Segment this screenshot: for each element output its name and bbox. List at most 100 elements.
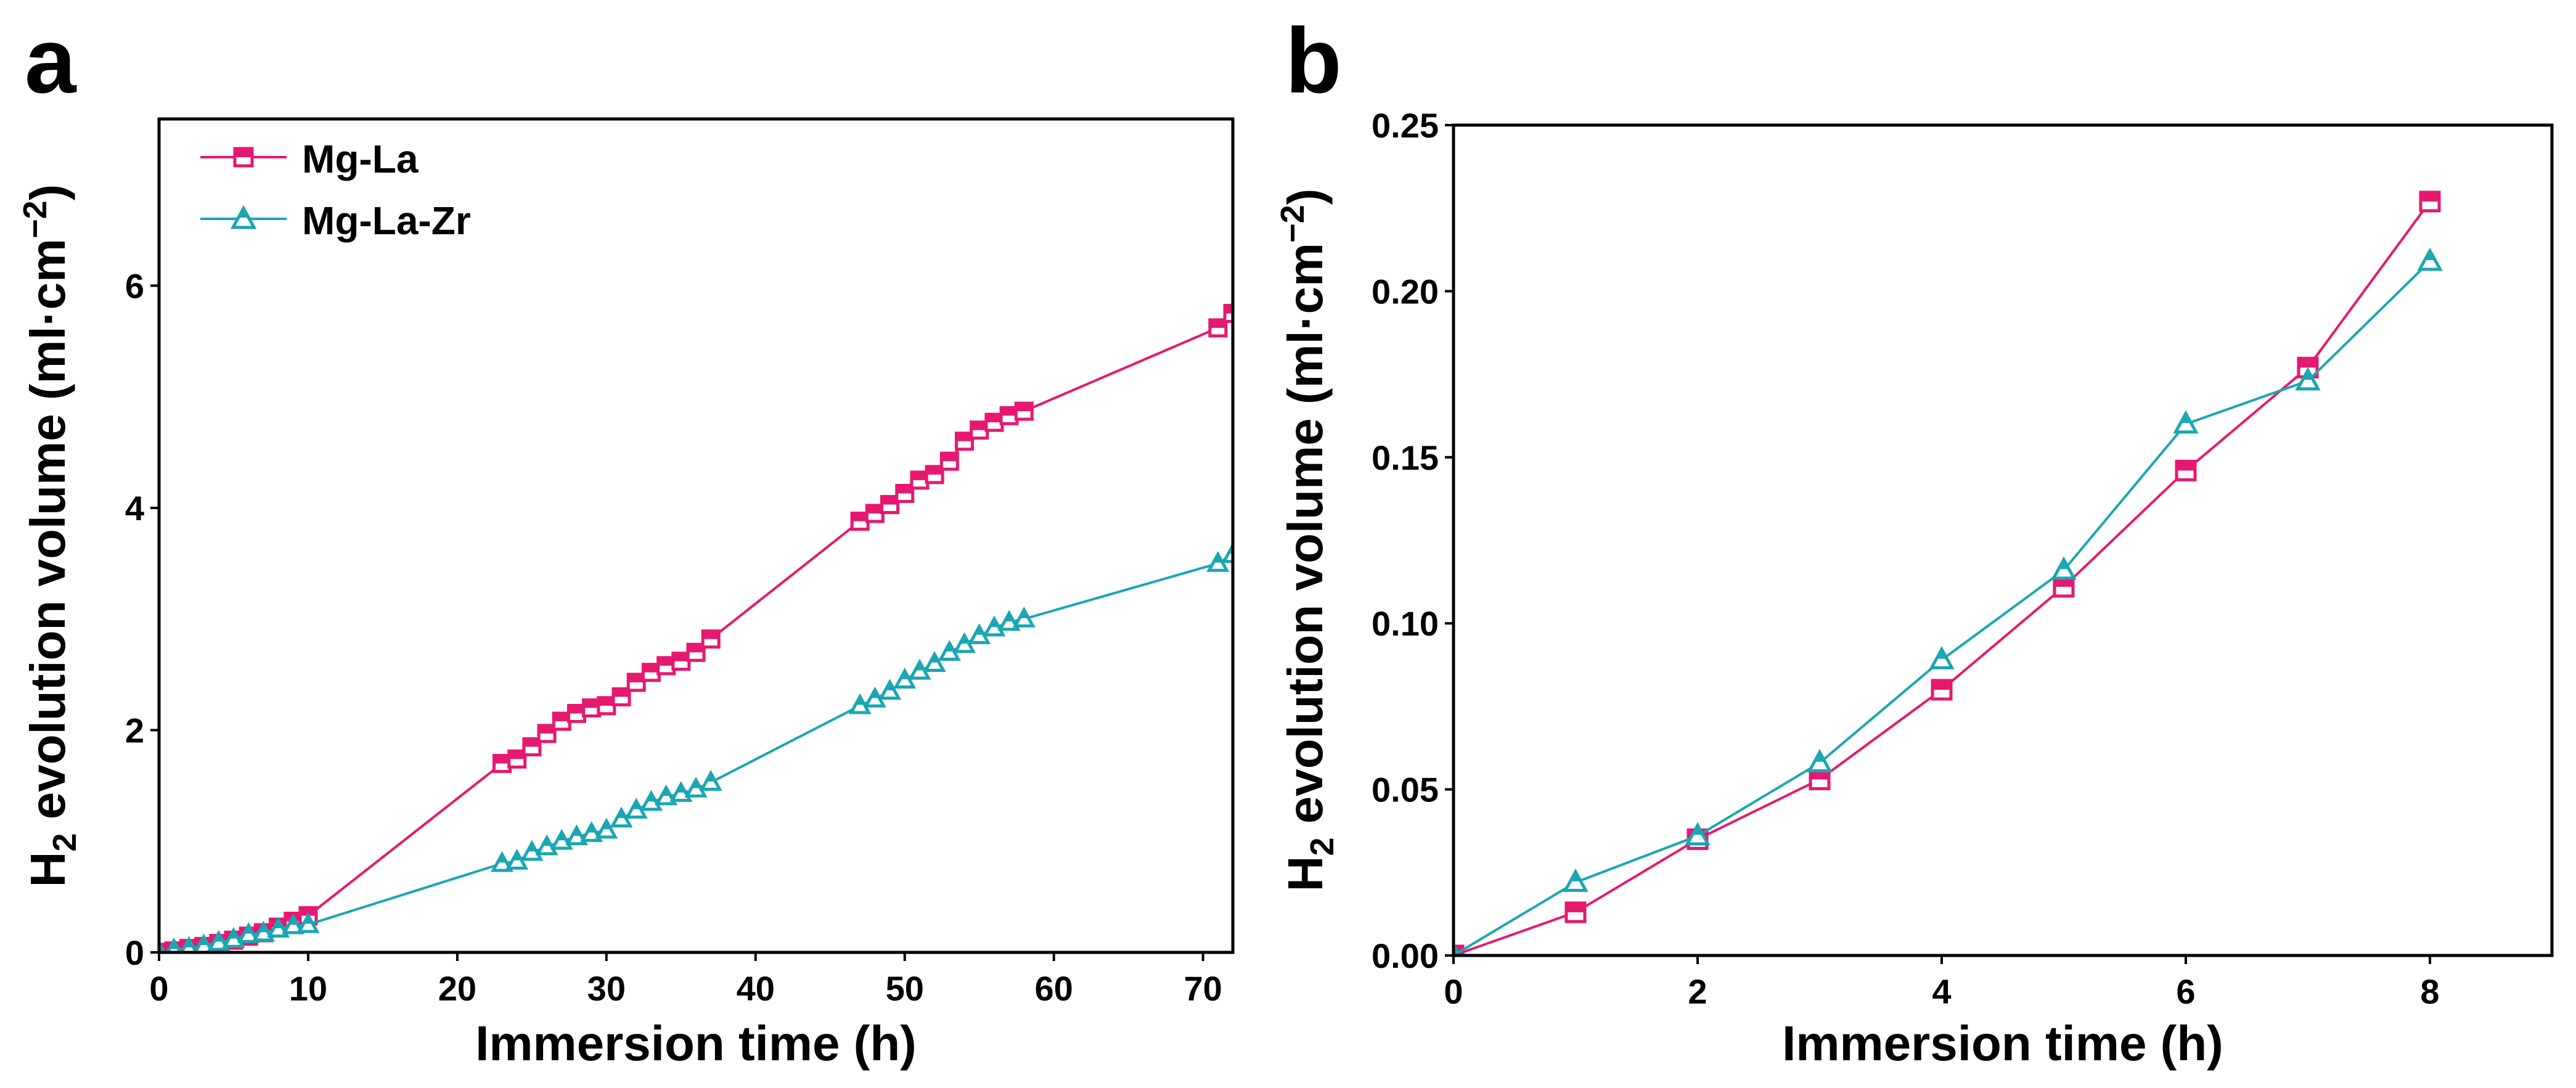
panel-a-point-mg-la-zr-25 [699, 770, 722, 791]
panel-b-y-tick-label-2: 0.10 [1372, 604, 1439, 643]
panel-b-y-tick-label-5: 0.25 [1372, 106, 1439, 145]
legend-marker-mg-la-zr-triangle [230, 205, 257, 229]
legend: Mg-La Mg-La-Zr [200, 137, 471, 243]
panel-a-series-line-mg-la [159, 313, 1233, 952]
panel-a-point-mg-la-zr-18 [595, 817, 618, 839]
panel-b-ylabel-main: H [1278, 856, 1333, 892]
panel-a-point-mg-la-zr-9 [282, 913, 305, 935]
panel-a-y-axis-label: H2 evolution volume (ml·cm−2) [17, 184, 83, 888]
panel-a: a 0 10 20 30 40 50 60 70 0 2 4 6 Immersion time (h)… [17, 9, 1235, 1071]
panel-a-point-mg-la-31 [925, 465, 944, 485]
panel-b-point-mg-la-zr-6 [2173, 410, 2199, 434]
panel-b-point-mg-la-6 [2175, 459, 2197, 481]
panel-a-point-mg-la-12 [507, 749, 527, 769]
panel-b-point-mg-la-8 [2419, 190, 2441, 213]
panel-a-point-mg-la-zr-27 [863, 686, 886, 708]
panel-a-series [159, 303, 1233, 952]
panel-b-x-tick-label-0: 0 [1444, 972, 1463, 1011]
panel-a-point-mg-la-20 [626, 673, 646, 692]
panel-a-x-tick-label-7: 70 [1184, 969, 1222, 1008]
panel-b-point-mg-la-zr-2 [1685, 822, 1711, 846]
panel-a-ticks: 0 10 20 30 40 50 60 70 0 2 4 6 [125, 266, 1222, 1008]
legend-entry-mg-la: Mg-La [200, 137, 419, 181]
panel-a-point-mg-la-zr-6 [237, 922, 260, 943]
panel-a-point-mg-la-39 [1223, 303, 1233, 323]
panel-b-point-mg-la-zr-8 [2417, 247, 2443, 271]
panel-b-ylabel-sup: −2 [1274, 205, 1311, 243]
panel-a-x-tick-label-4: 40 [737, 969, 775, 1008]
panel-a-y-tick-label-0: 0 [125, 933, 144, 972]
panel-b-point-mg-la-3 [1809, 768, 1831, 790]
panel-b-y-tick-label-0: 0.00 [1372, 936, 1439, 975]
panel-b-point-mg-la-1 [1564, 901, 1587, 923]
panel-a-point-mg-la-38 [1208, 318, 1228, 338]
panel-a-point-mg-la-zr-17 [580, 820, 603, 842]
panel-a-point-mg-la-14 [537, 724, 557, 743]
panel-b-point-mg-la-4 [1931, 679, 1953, 701]
panel-b-series-line-mg-la [1454, 200, 2431, 955]
panel-b-y-tick-label-3: 0.15 [1372, 438, 1439, 477]
panel-a-point-mg-la-zr-16 [565, 824, 588, 846]
panel-a-point-mg-la-16 [566, 703, 586, 723]
panel-a-point-mg-la-zr-11 [490, 851, 513, 872]
panel-label-b: b [1285, 9, 1342, 112]
panel-b-plot-area [1454, 190, 2443, 955]
panel-a-x-tick-label-3: 30 [587, 969, 626, 1008]
panel-b-point-mg-la-5 [2053, 576, 2075, 598]
panel-b-x-tick-label-4: 8 [2420, 972, 2439, 1011]
panel-a-point-mg-la-zr-28 [878, 679, 902, 700]
panel-a-point-mg-la-28 [880, 495, 900, 515]
panel-a-point-mg-la-24 [686, 642, 706, 662]
panel-a-point-mg-la-34 [970, 420, 989, 440]
legend-marker-mg-la-fill [235, 149, 252, 157]
legend-marker-mg-la-zr-fill [239, 208, 248, 218]
panel-a-ylabel-close: ) [20, 184, 75, 201]
panel-a-x-tick-label-0: 0 [149, 969, 168, 1008]
panel-a-point-mg-la-13 [522, 737, 542, 757]
panel-b-x-tick-label-3: 6 [2176, 972, 2195, 1011]
panel-b-series-line-mg-la-zr [1454, 260, 2431, 955]
panel-a-x-tick-label-5: 50 [886, 969, 924, 1008]
panel-b-x-axis-label: Immersion time (h) [1782, 1016, 2223, 1071]
panel-b-ylabel-rest: evolution volume (ml·cm [1278, 243, 1333, 838]
panel-a-x-tick-label-6: 60 [1035, 969, 1073, 1008]
panel-b-x-tick-label-2: 4 [1932, 972, 1951, 1011]
panel-b-ylabel-sub: 2 [1304, 837, 1341, 856]
panel-a-point-mg-la-zr-20 [624, 798, 648, 819]
panel-a-ylabel-sup: −2 [17, 200, 54, 239]
panel-a-point-mg-la-22 [656, 656, 676, 676]
panel-a-point-mg-la-zr-26 [848, 693, 872, 714]
panel-b-y-axis-label: H2 evolution volume (ml·cm−2) [1274, 189, 1341, 892]
panel-a-y-tick-label-3: 6 [125, 266, 144, 305]
legend-label-mg-la: Mg-La [302, 137, 419, 181]
panel-a-point-mg-la-zr-10 [296, 912, 320, 933]
legend-label-mg-la-zr: Mg-La-Zr [302, 198, 471, 243]
panel-a-point-mg-la-zr-4 [207, 930, 231, 951]
panel-a-ylabel-main: H [20, 852, 75, 888]
panel-a-point-mg-la-17 [582, 698, 602, 718]
panel-b-point-mg-la-zr-5 [2051, 556, 2077, 580]
panel-b-point-mg-la-zr-4 [1929, 646, 1955, 669]
panel-b-y-tick-label-4: 0.20 [1372, 272, 1439, 311]
panel-a-point-mg-la-zr-24 [684, 776, 708, 798]
panel-b-point-mg-la-zr-7 [2295, 367, 2321, 391]
panel-b-point-mg-la-zr-1 [1563, 869, 1589, 892]
panel-a-point-mg-la-zr-1 [166, 937, 182, 952]
panel-a-x-tick-label-2: 20 [438, 969, 476, 1008]
panel-a-point-mg-la-zr-31 [923, 651, 946, 673]
panel-a-series-line-mg-la-zr [159, 553, 1233, 952]
panel-a-plot-frame [157, 117, 1235, 954]
panel-a-point-mg-la-zr-32 [938, 640, 961, 661]
panel-b-series [1454, 190, 2443, 955]
panel-a-point-mg-la-32 [939, 451, 959, 471]
panel-a-point-mg-la-37 [1014, 401, 1034, 421]
panel-a-x-axis-label: Immersion time (h) [475, 1016, 917, 1071]
panel-a-ylabel-rest: evolution volume (ml·cm [20, 239, 75, 833]
panel-a-point-mg-la-25 [701, 629, 721, 649]
panel-b-y-tick-label-1: 0.05 [1372, 771, 1439, 809]
panel-a-point-mg-la-zr-22 [655, 784, 678, 806]
panel-b-ticks: 0 2 4 6 8 0.00 0.05 0.10 0.15 0.20 0.25 [1372, 106, 2440, 1011]
panel-a-point-mg-la-zr-30 [908, 658, 931, 680]
panel-a-x-tick-label-1: 10 [289, 969, 327, 1008]
